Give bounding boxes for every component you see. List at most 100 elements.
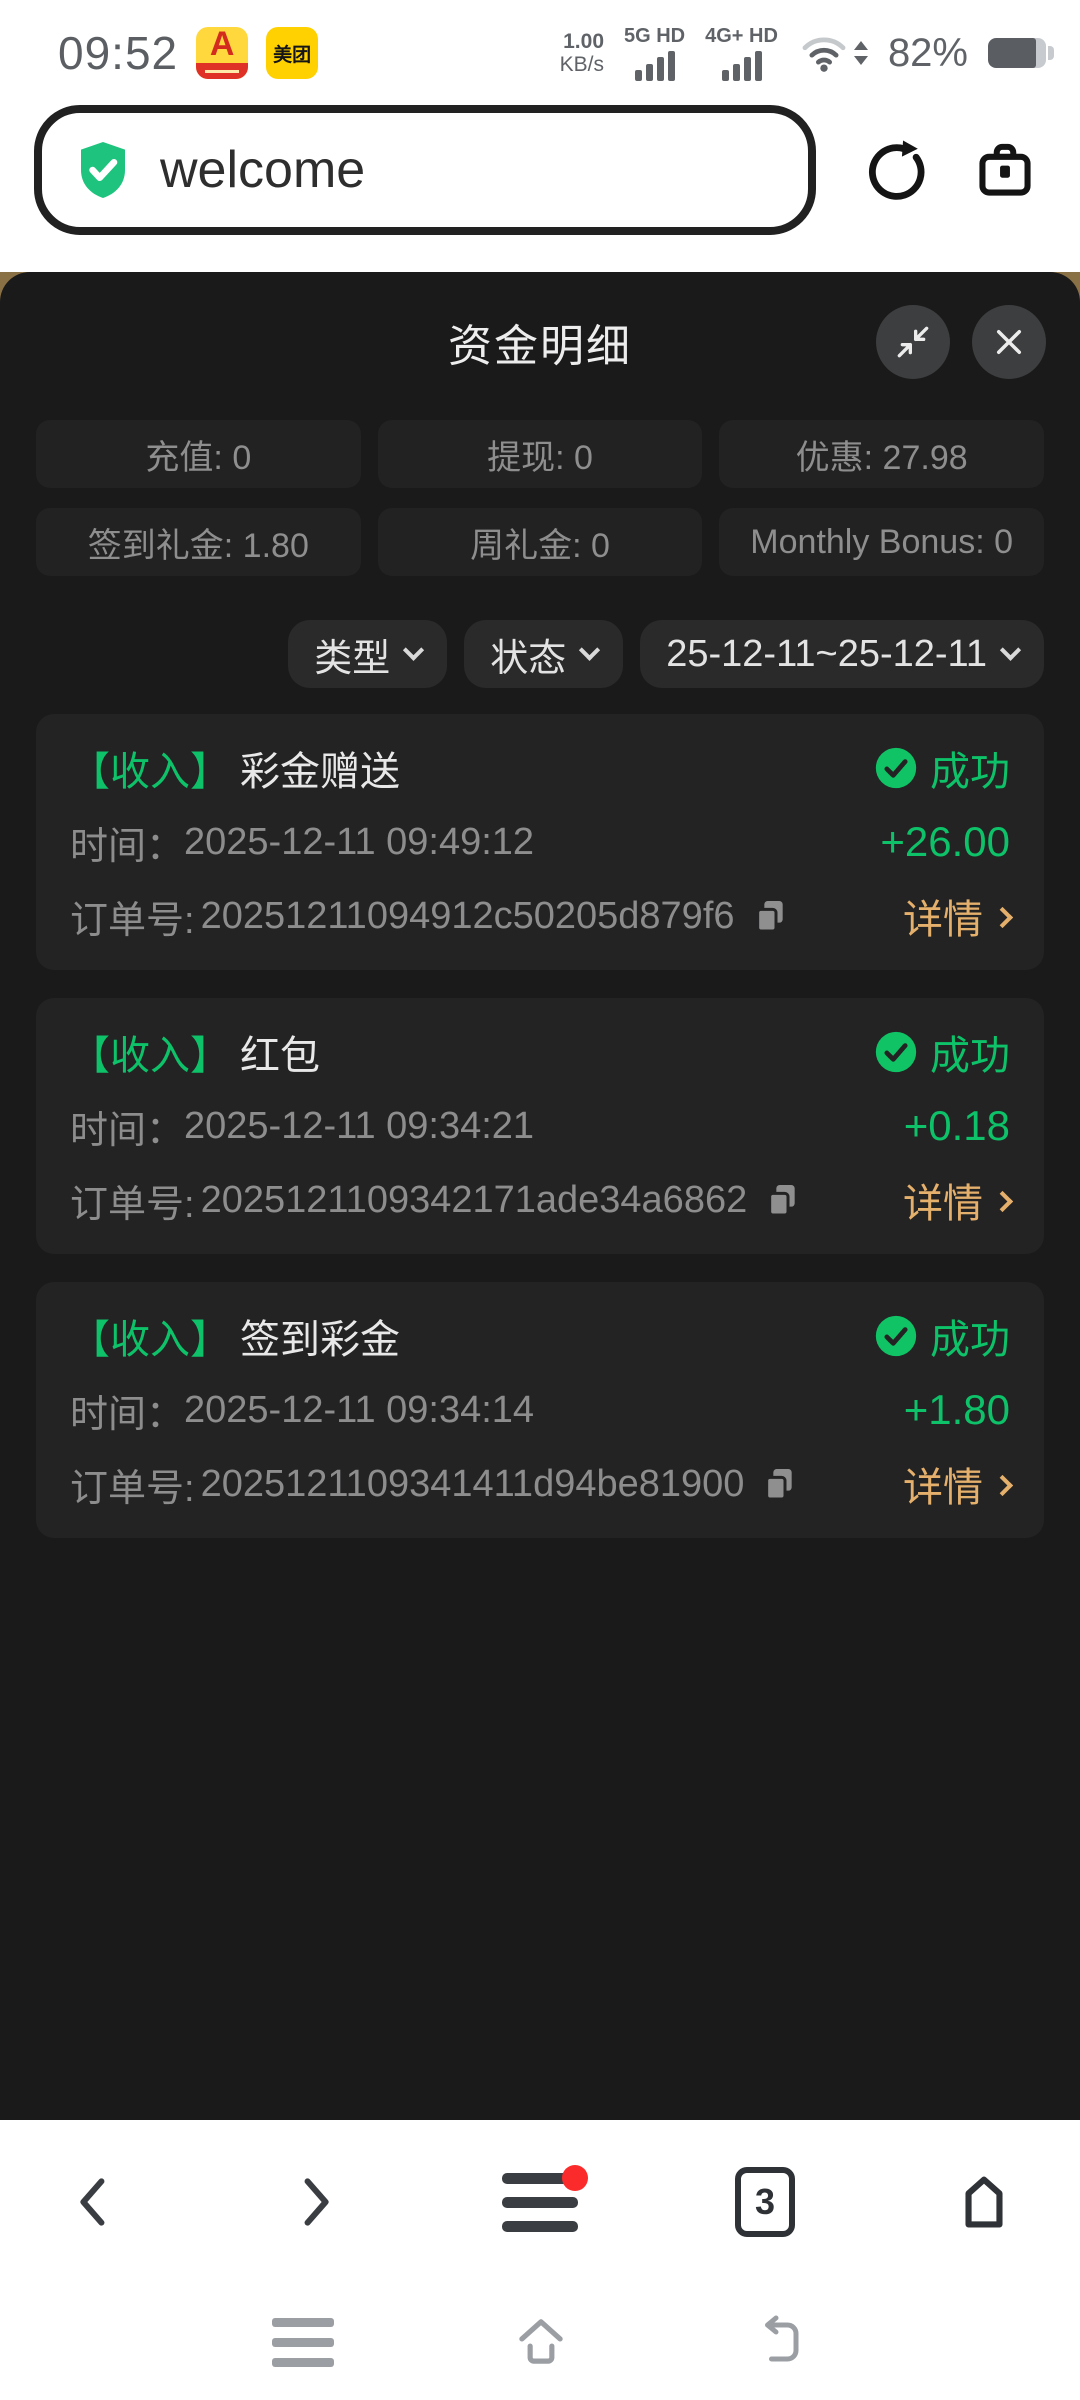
time-value: 2025-12-11 09:34:14 [184, 1388, 535, 1431]
transaction-title: 彩金赠送 [240, 750, 400, 794]
status-filter-dropdown[interactable]: 状态 [464, 620, 624, 688]
network-speed: 1.00 KB/s [560, 30, 604, 76]
refresh-button[interactable] [860, 136, 928, 204]
summary-chip-weekly-bonus: 周礼金: 0 [377, 508, 703, 576]
system-recents-button[interactable] [272, 2317, 334, 2367]
network-speed-unit: KB/s [559, 53, 604, 76]
detail-link[interactable]: 详情 [903, 892, 1014, 942]
transaction-amount: +26.00 [880, 818, 1010, 865]
date-range-dropdown[interactable]: 25-12-11~25-12-11 [640, 620, 1044, 688]
browser-home-button[interactable] [952, 2170, 1016, 2234]
secure-shield-icon [81, 141, 125, 199]
browser-forward-button[interactable] [283, 2171, 345, 2233]
modal-title: 资金明细 [448, 322, 632, 371]
wifi-traffic-arrows-icon [853, 41, 868, 65]
time-value: 2025-12-11 09:34:21 [184, 1104, 535, 1147]
summary-chip-withdraw: 提现: 0 [377, 420, 703, 488]
transaction-amount: +1.80 [903, 1386, 1010, 1433]
success-check-icon [875, 1031, 917, 1073]
transaction-title: 红包 [240, 1034, 320, 1078]
detail-link[interactable]: 详情 [903, 1176, 1014, 1226]
transaction-title: 签到彩金 [240, 1318, 400, 1362]
status-badge: 成功 [930, 1034, 1010, 1078]
order-number: 20251211094912c50205d879f6 [200, 894, 735, 937]
summary-chip-signin-bonus: 签到礼金: 1.80 [36, 508, 361, 576]
system-navigation-bar [0, 2284, 1080, 2400]
browser-address-row: welcome [0, 94, 1080, 246]
clock-text: 09:52 [58, 27, 179, 79]
transaction-category: 【收入】 [70, 750, 230, 794]
detail-label: 详情 [903, 1466, 983, 1510]
sim1-signal: 5G HD [624, 25, 685, 81]
filter-row: 类型 状态 25-12-11~25-12-11 [36, 620, 1044, 688]
browser-menu-button[interactable] [502, 2164, 588, 2232]
home-pentagon-icon [965, 2176, 1003, 2228]
sim2-signal-bars-icon [721, 51, 762, 81]
status-badge: 成功 [930, 1318, 1010, 1362]
chevron-right-icon [991, 906, 1014, 928]
tab-counter-button[interactable]: 3 [735, 2167, 795, 2237]
time-value: 2025-12-11 09:49:12 [184, 820, 535, 863]
summary-chip-discount: 优惠: 27.98 [719, 420, 1044, 488]
transaction-category: 【收入】 [70, 1318, 230, 1362]
sim2-signal: 4G+ HD [705, 25, 778, 81]
detail-label: 详情 [903, 898, 983, 942]
chevron-right-icon [991, 1474, 1014, 1496]
browser-toolbar: 3 [0, 2120, 1080, 2284]
copy-icon[interactable] [760, 1464, 800, 1504]
car-app-band [196, 63, 249, 79]
browser-back-button[interactable] [64, 2171, 126, 2233]
chevron-left-icon [80, 2178, 105, 2226]
order-number: 2025121109342171ade34a6862 [200, 1178, 748, 1221]
battery-icon [988, 38, 1054, 68]
summary-chip-monthly-bonus: Monthly Bonus: 0 [719, 508, 1044, 576]
chevron-right-icon [991, 1190, 1014, 1212]
funds-detail-modal: 资金明细 充值: 0 提现: 0 优惠: 27.98 签到礼金: 1.80 周礼… [0, 272, 1080, 2120]
detail-link[interactable]: 详情 [903, 1460, 1014, 1510]
close-icon [996, 329, 1022, 355]
copy-icon[interactable] [763, 1180, 803, 1220]
close-button[interactable] [972, 305, 1046, 379]
wifi-icon [798, 27, 868, 79]
order-label: 订单号: [70, 1467, 195, 1510]
success-check-icon [875, 1315, 917, 1357]
summary-chip-recharge: 充值: 0 [36, 420, 361, 488]
back-return-icon [765, 2315, 799, 2362]
notification-dot [562, 2164, 588, 2191]
transaction-card: 【收入】 彩金赠送 时间： 2025-12-11 09:49:12 订单号: 2… [36, 714, 1044, 970]
order-label: 订单号: [70, 899, 195, 942]
transaction-category: 【收入】 [70, 1034, 230, 1078]
chevron-down-icon [999, 639, 1022, 661]
chevron-down-icon [403, 639, 425, 661]
battery-fill [988, 38, 1036, 68]
car-app-letter: A [209, 27, 235, 63]
status-badge: 成功 [930, 750, 1010, 794]
type-filter-dropdown[interactable]: 类型 [288, 620, 448, 688]
modal-header: 资金明细 [0, 272, 1080, 412]
time-label: 时间： [70, 1109, 185, 1152]
minimize-icon [897, 326, 929, 358]
time-label: 时间： [70, 825, 185, 868]
date-range-label: 25-12-11~25-12-11 [666, 632, 987, 675]
meituan-app-notification-icon: 美团 [266, 27, 319, 79]
status-filter-label: 状态 [490, 637, 567, 680]
type-filter-label: 类型 [314, 637, 391, 680]
summary-chips: 充值: 0 提现: 0 优惠: 27.98 签到礼金: 1.80 周礼金: 0 … [36, 420, 1044, 576]
url-bar[interactable]: welcome [34, 105, 816, 235]
sim1-label: 5G HD [624, 25, 686, 47]
detail-label: 详情 [903, 1182, 983, 1226]
order-label: 订单号: [70, 1183, 195, 1226]
system-back-button[interactable] [748, 2312, 808, 2372]
chevron-right-icon [304, 2178, 329, 2226]
url-text[interactable]: welcome [160, 141, 366, 199]
home-icon [519, 2319, 563, 2364]
system-home-button[interactable] [510, 2311, 572, 2373]
sim2-label: 4G+ HD [705, 25, 778, 47]
minimize-button[interactable] [876, 305, 950, 379]
copy-icon[interactable] [751, 896, 791, 936]
battery-percent-text: 82% [887, 30, 968, 75]
car-app-notification-icon: A [196, 27, 249, 79]
toolbox-button[interactable] [972, 137, 1038, 203]
success-check-icon [875, 747, 917, 789]
transaction-amount: +0.18 [903, 1102, 1010, 1149]
